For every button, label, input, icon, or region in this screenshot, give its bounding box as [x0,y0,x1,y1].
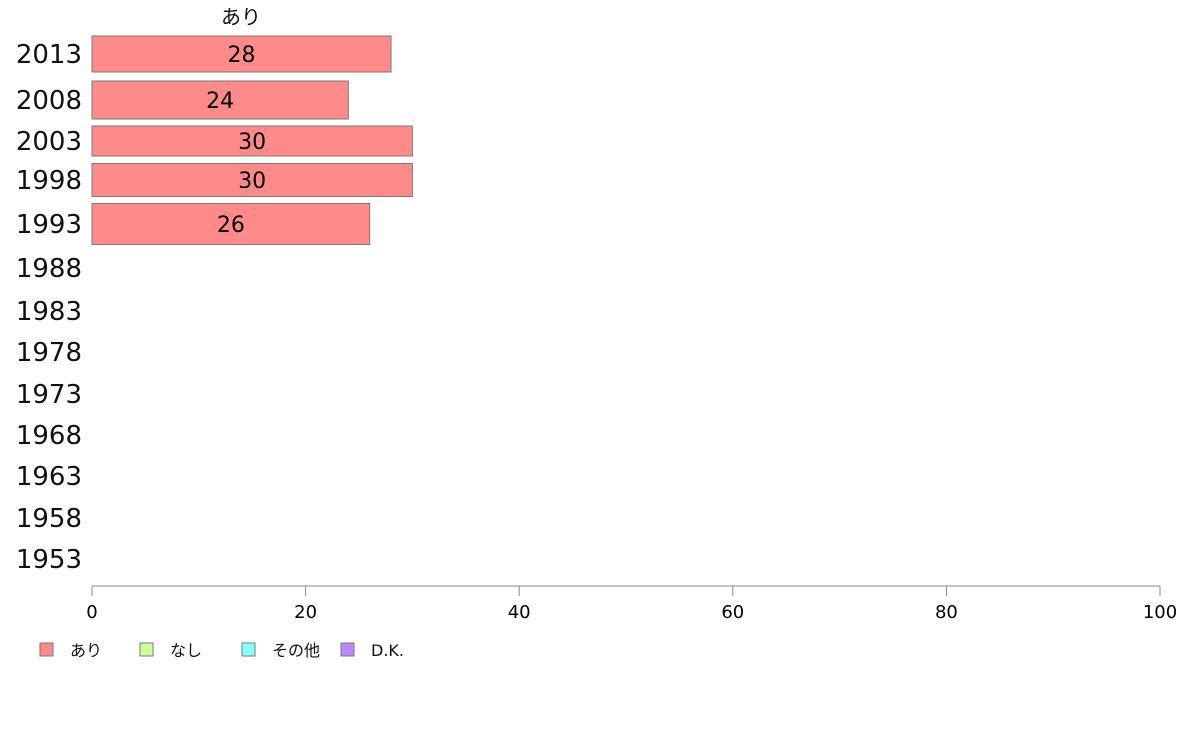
legend-swatch-3 [340,642,355,657]
x-tick-label-40: 40 [508,602,531,623]
bar-2013-series-0 [91,35,392,73]
legend: あり なし その他 D.K. [39,641,404,660]
year-label-1998: 1998 [16,166,82,196]
legend-label-1: なし [170,641,202,660]
year-labels: 2013 2008 2003 1998 1993 1988 1983 1978 1973 1968… [16,40,82,575]
year-label-1973: 1973 [16,380,82,410]
year-label-1988: 1988 [16,254,82,284]
year-label-2008: 2008 [16,86,82,116]
year-label-1963: 1963 [16,462,82,492]
year-label-1993: 1993 [16,210,82,240]
data-label-2008: 24 [206,89,234,114]
data-label-2003: 30 [238,130,266,155]
bar-2003-series-0 [91,125,413,157]
x-tick-label-80: 80 [935,602,958,623]
year-label-2003: 2003 [16,127,82,157]
x-axis: 0 20 40 60 80 100 [86,585,1177,623]
bar-1998-series-0 [91,163,413,197]
year-label-1968: 1968 [16,421,82,451]
x-tick-label-0: 0 [86,602,97,623]
bar-2008-series-0 [91,80,349,120]
legend-swatch-0 [39,642,54,657]
bar-1993-series-0 [91,203,371,245]
x-tick-label-100: 100 [1143,602,1177,623]
x-tick-label-60: 60 [721,602,744,623]
year-label-1953: 1953 [16,545,82,575]
year-label-1958: 1958 [16,504,82,534]
legend-label-2: その他 [272,641,320,660]
data-label-1993: 26 [217,213,245,238]
legend-swatch-2 [241,642,256,657]
series-header-layer: あり [221,5,261,29]
series-header: あり [221,5,261,29]
data-label-1998: 30 [238,169,266,194]
legend-label-3: D.K. [371,641,404,660]
data-label-2013: 28 [228,43,256,68]
year-label-1978: 1978 [16,338,82,368]
legend-label-0: あり [70,641,102,660]
legend-swatch-1 [139,642,154,657]
x-tick-label-20: 20 [294,602,317,623]
year-label-2013: 2013 [16,40,82,70]
year-label-1983: 1983 [16,297,82,327]
